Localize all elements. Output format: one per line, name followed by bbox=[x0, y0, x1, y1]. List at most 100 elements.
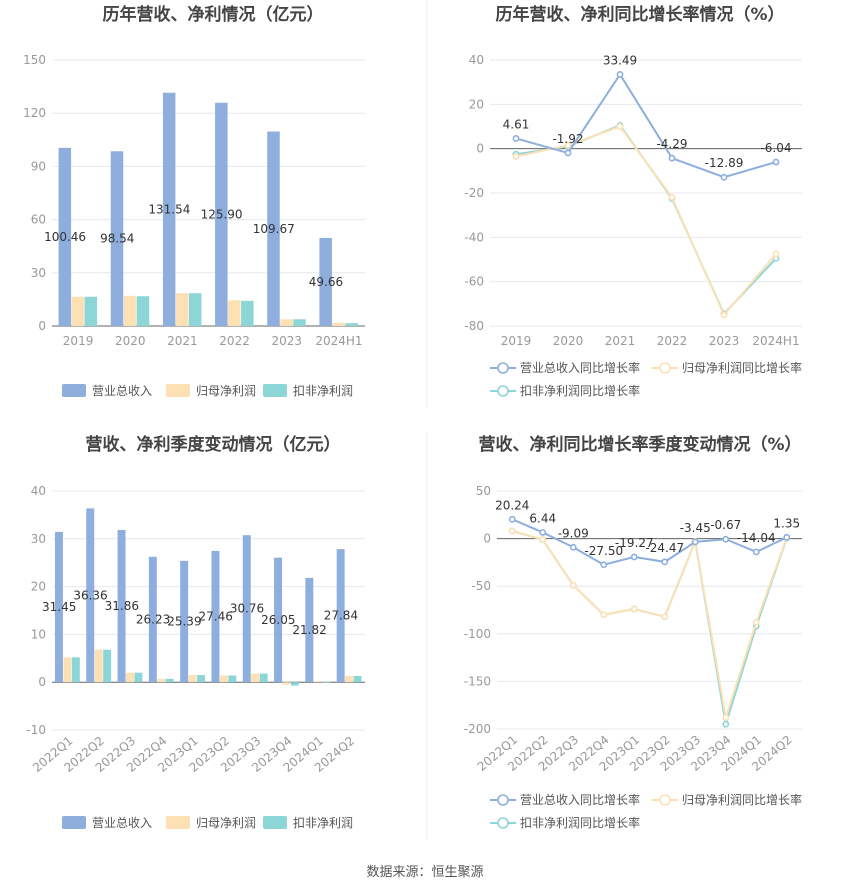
bar bbox=[242, 535, 251, 683]
data-label: -6.04 bbox=[760, 141, 791, 155]
legend-swatch bbox=[263, 816, 287, 829]
bar bbox=[228, 675, 237, 683]
data-label: 1.35 bbox=[773, 516, 800, 530]
data-point bbox=[752, 618, 760, 626]
y-tick-label: 150 bbox=[23, 53, 46, 67]
bar bbox=[345, 323, 358, 326]
bar bbox=[188, 293, 202, 326]
legend-marker bbox=[497, 362, 509, 374]
legend-label: 营业总收入 bbox=[92, 384, 152, 398]
x-tick-label: 2022 bbox=[219, 334, 250, 348]
data-point bbox=[668, 154, 676, 162]
bar bbox=[58, 147, 72, 326]
data-point bbox=[772, 158, 780, 166]
data-label: 20.24 bbox=[495, 498, 529, 512]
legend-marker bbox=[659, 362, 671, 374]
data-point bbox=[569, 543, 577, 551]
legend-label: 扣非净利润同比增长率 bbox=[520, 815, 640, 830]
y-tick-label: -60 bbox=[464, 275, 484, 289]
bar bbox=[188, 675, 197, 683]
data-label: 4.61 bbox=[503, 117, 530, 131]
legend-swatch bbox=[166, 384, 190, 397]
legend-label: 营业总收入同比增长率 bbox=[520, 360, 640, 375]
legend-label: 扣非净利润 bbox=[293, 816, 353, 830]
data-point bbox=[783, 533, 791, 541]
bar bbox=[219, 675, 228, 683]
data-point bbox=[720, 311, 728, 319]
bar bbox=[241, 300, 254, 326]
data-label: 125.90 bbox=[201, 207, 243, 221]
chart-title: 营收、净利同比增长率季度变动情况（%） bbox=[478, 434, 801, 455]
chart-title: 历年营收、净利情况（亿元） bbox=[103, 4, 324, 25]
bar bbox=[280, 319, 293, 326]
bar bbox=[175, 293, 189, 326]
data-point bbox=[600, 611, 608, 619]
legend-label: 扣非净利润 bbox=[293, 384, 353, 398]
data-point bbox=[564, 141, 572, 149]
y-tick-label: 50 bbox=[476, 484, 491, 498]
y-tick-label: -20 bbox=[464, 186, 484, 200]
bar bbox=[117, 529, 126, 683]
bar bbox=[313, 681, 322, 683]
bar bbox=[305, 577, 314, 683]
data-point bbox=[752, 548, 760, 556]
data-label: 31.45 bbox=[42, 600, 76, 614]
data-point bbox=[600, 561, 608, 569]
x-tick-label: 2023 bbox=[709, 334, 740, 348]
data-label: -19.27 bbox=[615, 536, 654, 550]
bar bbox=[165, 678, 174, 683]
bar bbox=[103, 649, 112, 683]
data-label: -27.50 bbox=[584, 544, 623, 558]
bar bbox=[332, 322, 345, 326]
legend-label: 归母净利润同比增长率 bbox=[682, 360, 802, 375]
bar bbox=[136, 296, 150, 326]
bar bbox=[251, 673, 260, 683]
bar bbox=[211, 550, 220, 683]
data-label: -12.89 bbox=[705, 156, 744, 170]
y-tick-label: -50 bbox=[471, 579, 491, 593]
x-tick-label: 2022 bbox=[657, 334, 688, 348]
bar bbox=[71, 657, 80, 683]
bar bbox=[86, 508, 95, 683]
series-line bbox=[515, 72, 777, 179]
bar bbox=[134, 672, 143, 683]
y-tick-label: -100 bbox=[464, 627, 491, 641]
y-tick-label: 30 bbox=[31, 266, 46, 280]
bar bbox=[215, 102, 228, 326]
data-label: 27.46 bbox=[199, 610, 233, 624]
legend-label: 归母净利润 bbox=[196, 816, 256, 830]
data-label: -3.45 bbox=[680, 521, 711, 535]
legend-marker bbox=[659, 794, 671, 806]
data-label: 27.84 bbox=[324, 609, 358, 623]
data-point bbox=[630, 605, 638, 613]
bar bbox=[94, 649, 103, 683]
data-label: -14.04 bbox=[737, 531, 776, 545]
bar bbox=[293, 319, 306, 326]
y-tick-label: -200 bbox=[464, 722, 491, 736]
x-tick-label: 2024H1 bbox=[315, 334, 362, 348]
data-label: 21.82 bbox=[292, 623, 326, 637]
bar bbox=[71, 296, 85, 326]
bar bbox=[319, 237, 332, 326]
data-label: 100.46 bbox=[44, 230, 86, 244]
legend-label: 营业总收入同比增长率 bbox=[520, 792, 640, 807]
data-label: 30.76 bbox=[230, 602, 264, 616]
bar bbox=[353, 675, 362, 683]
legend-swatch bbox=[62, 816, 86, 829]
legend-marker bbox=[497, 817, 509, 829]
data-label: 109.67 bbox=[253, 222, 295, 236]
data-label: 33.49 bbox=[603, 53, 637, 67]
y-tick-label: -10 bbox=[26, 723, 46, 737]
data-point bbox=[661, 558, 669, 566]
data-label: 25.39 bbox=[167, 615, 201, 629]
bar bbox=[126, 672, 134, 683]
series-line bbox=[515, 124, 777, 316]
data-point bbox=[539, 529, 547, 536]
x-tick-label: 2019 bbox=[63, 334, 94, 348]
data-label: 26.05 bbox=[261, 613, 295, 627]
legend-swatch bbox=[62, 384, 86, 397]
y-tick-label: 20 bbox=[31, 580, 46, 594]
data-label: -24.47 bbox=[645, 541, 684, 555]
bar bbox=[157, 678, 166, 683]
